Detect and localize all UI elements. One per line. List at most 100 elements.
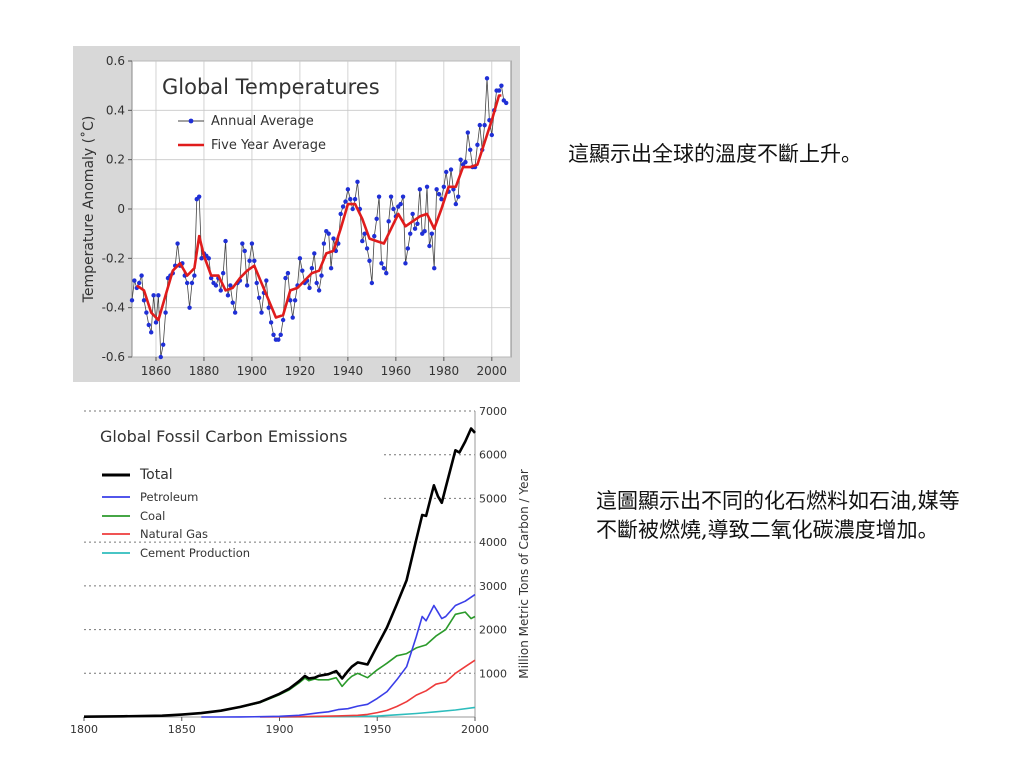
annual-average-point [309,266,315,271]
annual-average-point [444,169,449,175]
annual-average-point [264,278,269,283]
annual-average-point [362,231,367,236]
annual-average-point [403,261,408,266]
annual-average-point [240,241,245,246]
annual-average-point [288,298,293,303]
annual-average-point [412,226,418,231]
y-axis-label: Million Metric Tons of Carbon / Year [517,469,531,679]
annual-average-point [417,187,423,192]
annual-average-point [463,159,468,165]
annual-average-point [468,147,473,152]
annual-average-point [345,187,351,192]
x-tick-label: 1850 [168,723,196,736]
annual-average-point [278,332,283,337]
y-tick-label: -0.4 [102,301,125,315]
annual-average-point [504,100,509,106]
annual-average-point [225,293,231,298]
annual-average-point [297,256,303,261]
annual-average-point [352,196,358,202]
y-tick-label: 3000 [479,580,507,593]
annual-average-point [475,142,480,148]
series-line-natural-gas [259,659,476,718]
x-tick-label: 1920 [285,364,316,378]
annual-average-point [144,310,149,315]
chart-title: Global Temperatures [162,75,380,99]
annual-average-point [312,251,317,256]
carbon-emissions-chart-svg: 1000 2000 3000 4000 5000 6000 7000 1800 1850 1900… [70,405,531,736]
annual-average-point [290,315,295,320]
series-line-petroleum [201,593,476,718]
annual-average-point [175,241,180,246]
annual-average-point [496,88,502,93]
y-tick-label: 2000 [479,624,507,637]
annual-average-point [364,246,370,251]
annual-average-point [249,241,255,246]
y-tick-label: 6000 [479,449,507,462]
annual-average-point [369,280,375,286]
annual-average-point [453,201,459,207]
annual-average-point [405,246,411,251]
annual-average-point [489,132,495,138]
annual-average-point [136,280,142,286]
y-tick-label: 0 [117,202,125,216]
annual-average-point [184,280,190,286]
emissions-caption: 這圖顯示出不同的化石燃料如石油,媒等不斷被燃燒,導致二氧化碳濃度增加。 [596,489,960,542]
annual-average-point [355,179,360,185]
x-tick-label: 1880 [189,364,220,378]
x-tick-label: 2000 [461,723,489,736]
five-year-average-line [136,94,502,322]
y-tick-label: 0.2 [106,153,125,167]
annual-average-point [432,266,437,271]
legend-label-petroleum: Petroleum [140,490,198,504]
y-tick-label: 4000 [479,536,507,549]
annual-average-point [232,310,238,315]
annual-average-point [283,275,288,281]
annual-average-point [223,238,228,244]
temperature-chart-svg: -0.6 -0.4 -0.2 0 0.2 0.4 0.6 1860 1880 1900 1920 19… [80,54,512,378]
annual-average-point [427,243,432,249]
annual-average-point [206,256,211,261]
annual-average-point [192,273,197,278]
annual-average-point [434,187,439,192]
annual-average-point [158,354,163,360]
annual-average-point [374,216,379,222]
annual-average-point [477,122,483,128]
x-tick-label: 1900 [266,723,294,736]
chart-title: Global Fossil Carbon Emissions [100,427,347,446]
x-tick-label: 1960 [381,364,412,378]
y-tick-label: 0.6 [106,54,125,68]
annual-average-point [384,270,389,276]
annual-average-point [398,201,403,207]
annual-average-point [456,194,461,199]
annual-average-point [208,275,214,281]
annual-average-point [189,280,195,286]
annual-average-point [213,283,219,288]
annual-average-point [285,270,291,276]
temperature-chart: -0.6 -0.4 -0.2 0 0.2 0.4 0.6 1860 1880 1900 1920 19… [73,46,520,382]
x-tick-label: 1860 [141,364,172,378]
y-tick-label: -0.6 [102,350,125,364]
annual-average-point [348,196,353,202]
annual-average-point [254,280,259,286]
annual-average-point [268,320,274,325]
annual-average-point [436,192,442,197]
annual-average-point [242,248,247,254]
y-axis-label: Temperature Anomaly (˚C) [80,116,97,304]
annual-average-point [338,211,343,217]
x-tick-label: 1950 [363,723,391,736]
annual-average-point [156,293,161,298]
annual-average-point [160,342,166,347]
annual-average-point [458,157,463,162]
annual-average-point [376,194,382,199]
annual-average-point [386,219,391,224]
annual-average-point [400,194,406,199]
annual-average-point [429,231,435,236]
annual-average-point [316,288,322,293]
annual-average-point [391,206,396,212]
annual-average-point [220,270,226,276]
annual-average-point [465,130,471,135]
x-tick-label: 1900 [237,364,268,378]
y-tick-label: -0.2 [102,251,125,265]
annual-average-point [350,206,355,212]
legend-background [84,415,384,535]
